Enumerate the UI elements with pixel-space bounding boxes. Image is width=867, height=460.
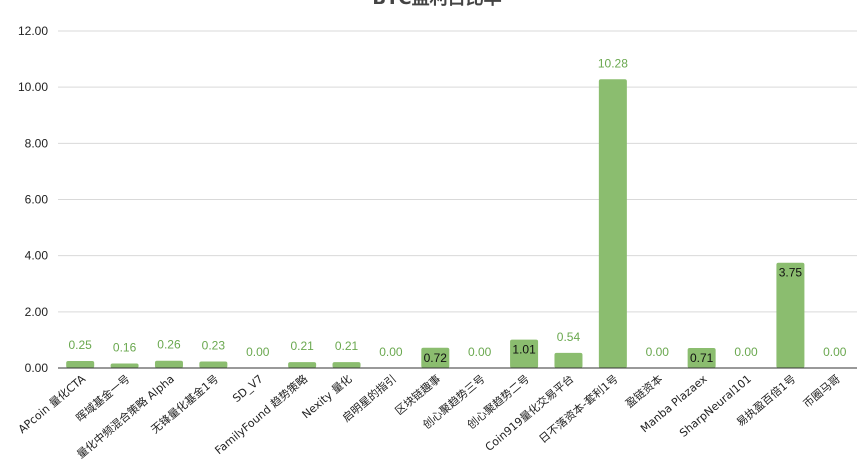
bar xyxy=(776,262,805,368)
data-label: 0.21 xyxy=(290,339,314,353)
bar xyxy=(554,352,583,368)
data-label: 0.23 xyxy=(202,339,226,353)
x-tick-label: 币圈马哥 xyxy=(801,372,843,410)
y-tick-label: 2.00 xyxy=(25,305,49,319)
bars xyxy=(66,79,805,368)
data-label: 0.00 xyxy=(246,345,270,359)
y-tick-label: 10.00 xyxy=(18,80,48,94)
data-labels: 0.25 0.16 0.26 0.23 0.00 0.21 0.21 0.00 0.72 0.00… xyxy=(69,56,847,365)
gridlines xyxy=(58,30,857,313)
bar xyxy=(110,363,139,368)
bar xyxy=(332,362,361,368)
data-label: 0.00 xyxy=(734,345,758,359)
y-tick-label: 8.00 xyxy=(25,136,49,150)
x-tick-label: APcoin 量化CTA xyxy=(15,371,88,436)
y-tick-label: 4.00 xyxy=(25,249,49,263)
x-tick-label: 日不落资本-套利1号 xyxy=(536,372,621,446)
bar xyxy=(199,361,228,368)
data-label: 0.54 xyxy=(557,330,581,344)
y-axis-ticks: 0.00 2.00 4.00 6.00 8.00 10.00 12.00 xyxy=(18,24,48,375)
y-tick-label: 0.00 xyxy=(25,361,49,375)
bar xyxy=(598,79,627,368)
data-label: 3.75 xyxy=(779,266,803,280)
x-tick-label: 盈链资本 xyxy=(622,372,665,411)
data-label: 0.00 xyxy=(823,345,847,359)
chart-title: BTC盈利占比率 xyxy=(372,0,501,9)
bar xyxy=(154,360,183,368)
data-label: 10.28 xyxy=(598,56,628,70)
data-label: 0.00 xyxy=(646,345,670,359)
y-tick-label: 12.00 xyxy=(18,24,48,38)
data-label: 0.00 xyxy=(468,345,492,359)
data-label: 0.26 xyxy=(157,338,181,352)
data-label: 0.16 xyxy=(113,341,137,355)
bar xyxy=(687,348,716,368)
data-label: 0.00 xyxy=(379,345,403,359)
bar xyxy=(510,339,539,368)
bar xyxy=(288,362,317,368)
data-label: 0.21 xyxy=(335,339,359,353)
data-label: 1.01 xyxy=(512,343,536,357)
y-tick-label: 6.00 xyxy=(25,193,49,207)
data-label: 0.72 xyxy=(424,351,448,365)
bar xyxy=(66,360,95,368)
data-label: 0.71 xyxy=(690,351,714,365)
x-tick-label: SD_V7 xyxy=(230,372,266,405)
bar xyxy=(421,347,450,368)
data-label: 0.25 xyxy=(69,338,93,352)
